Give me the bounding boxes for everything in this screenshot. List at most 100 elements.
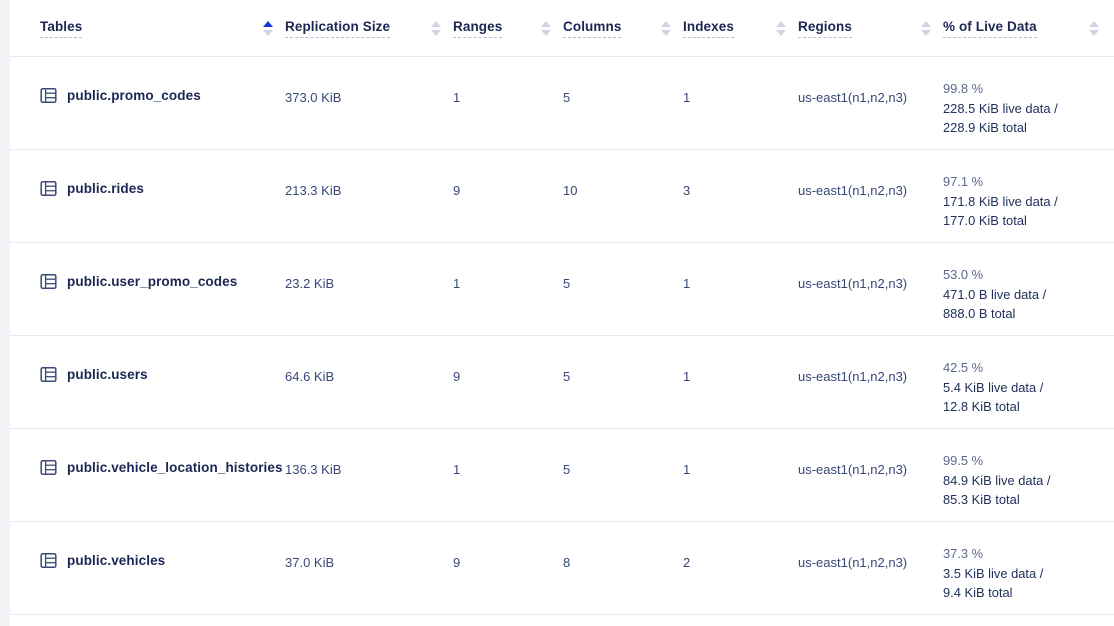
live-percent-value: 37.3 % [943, 546, 984, 561]
sort-arrows-icon-regions[interactable] [921, 20, 931, 36]
caret-up-icon [1089, 21, 1099, 27]
column-header-live-data-label[interactable]: % of Live Data [943, 20, 1037, 38]
cell-table-name: public.promo_codes [10, 79, 285, 104]
caret-down-icon [921, 30, 931, 36]
live-percent-value: 53.0 % [943, 267, 984, 282]
live-data-line2: 177.0 KiB total [943, 213, 1027, 228]
table-name-label[interactable]: public.rides [67, 181, 144, 196]
column-header-tables[interactable]: Tables [10, 20, 285, 38]
sort-arrows-icon-indexes[interactable] [776, 20, 786, 36]
cell-indexes: 1 [683, 79, 798, 105]
indexes-value: 2 [683, 555, 691, 570]
table-icon [40, 552, 57, 569]
column-header-indexes-label[interactable]: Indexes [683, 20, 734, 38]
sort-arrows-icon-replication-size[interactable] [431, 20, 441, 36]
regions-value: us-east1(n1,n2,n3) [798, 90, 908, 105]
column-header-ranges-label[interactable]: Ranges [453, 20, 503, 38]
cell-ranges: 1 [453, 79, 563, 105]
live-data-line2: 228.9 KiB total [943, 120, 1027, 135]
column-header-live-data[interactable]: % of Live Data [943, 20, 1103, 38]
column-header-columns[interactable]: Columns [563, 20, 683, 38]
table-link[interactable]: public.users [40, 366, 273, 383]
table-row[interactable]: public.vehicles 37.0 KiB 9 8 2 us-east1(… [10, 522, 1114, 615]
table-link[interactable]: public.promo_codes [40, 87, 273, 104]
column-header-regions-label[interactable]: Regions [798, 20, 852, 38]
live-data-line1: 228.5 KiB live data / [943, 100, 1058, 116]
cell-table-name: public.vehicles [10, 544, 285, 569]
sort-arrows-icon-tables[interactable] [263, 20, 273, 36]
caret-down-icon [1089, 30, 1099, 36]
ranges-value: 1 [453, 90, 461, 105]
cell-replication-size: 23.2 KiB [285, 265, 453, 292]
table-row[interactable]: public.users 64.6 KiB 9 5 1 us-east1(n1,… [10, 336, 1114, 429]
table-icon [40, 180, 57, 197]
live-data-line1: 84.9 KiB live data / [943, 472, 1051, 488]
live-percent-value: 42.5 % [943, 360, 984, 375]
replication-size-value: 373.0 KiB [285, 90, 342, 105]
replication-size-value: 23.2 KiB [285, 276, 335, 291]
cell-ranges: 9 [453, 358, 563, 384]
cell-regions: us-east1(n1,n2,n3) [798, 358, 943, 385]
live-data-line1: 3.5 KiB live data / [943, 565, 1044, 581]
cell-indexes: 1 [683, 358, 798, 384]
columns-value: 10 [563, 183, 578, 198]
columns-value: 5 [563, 462, 571, 477]
live-data-line1: 171.8 KiB live data / [943, 193, 1058, 209]
cell-ranges: 1 [453, 451, 563, 477]
table-row[interactable]: public.rides 213.3 KiB 9 10 3 us-east1(n… [10, 150, 1114, 243]
sort-arrows-icon-live-data[interactable] [1089, 20, 1099, 36]
cell-live-data: 97.1 % 171.8 KiB live data / 177.0 KiB t… [943, 172, 1103, 231]
caret-up-icon [921, 21, 931, 27]
table-row[interactable]: public.user_promo_codes 23.2 KiB 1 5 1 u… [10, 243, 1114, 336]
table-name-label[interactable]: public.users [67, 367, 148, 382]
column-header-replication-size-label[interactable]: Replication Size [285, 20, 391, 38]
table-name-label[interactable]: public.user_promo_codes [67, 274, 238, 289]
column-header-tables-label[interactable]: Tables [40, 20, 83, 38]
cell-columns: 5 [563, 451, 683, 477]
cell-replication-size: 136.3 KiB [285, 451, 453, 478]
column-header-indexes[interactable]: Indexes [683, 20, 798, 38]
live-data-block: 42.5 % 5.4 KiB live data / 12.8 KiB tota… [943, 358, 1099, 417]
table-body: public.promo_codes 373.0 KiB 1 5 1 us-ea… [10, 57, 1114, 626]
indexes-value: 3 [683, 183, 691, 198]
column-header-columns-label[interactable]: Columns [563, 20, 622, 38]
live-data-block: 53.0 % 471.0 B live data / 888.0 B total [943, 265, 1099, 324]
table-icon [40, 459, 57, 476]
column-header-ranges[interactable]: Ranges [453, 20, 563, 38]
cell-ranges: 9 [453, 544, 563, 570]
table-link[interactable]: public.rides [40, 180, 273, 197]
live-data-line2: 85.3 KiB total [943, 492, 1020, 507]
column-header-replication-size[interactable]: Replication Size [285, 20, 453, 38]
indexes-value: 1 [683, 462, 691, 477]
cell-indexes: 1 [683, 451, 798, 477]
cell-columns: 10 [563, 172, 683, 198]
table-link[interactable]: public.user_promo_codes [40, 273, 273, 290]
sort-arrows-icon-ranges[interactable] [541, 20, 551, 36]
table-name-label[interactable]: public.vehicle_location_histories [67, 460, 283, 475]
live-data-block: 99.5 % 84.9 KiB live data / 85.3 KiB tot… [943, 451, 1099, 510]
table-link[interactable]: public.vehicle_location_histories [40, 459, 283, 476]
cell-table-name: public.user_promo_codes [10, 265, 285, 290]
table-name-label[interactable]: public.vehicles [67, 553, 166, 568]
table-link[interactable]: public.vehicles [40, 552, 273, 569]
cell-regions: us-east1(n1,n2,n3) [798, 172, 943, 199]
live-data-line2: 9.4 KiB total [943, 585, 1013, 600]
table-row-partial[interactable] [10, 615, 1114, 626]
ranges-value: 1 [453, 276, 461, 291]
cell-columns: 5 [563, 79, 683, 105]
cell-table-name: public.rides [10, 172, 285, 197]
live-data-line1: 471.0 B live data / [943, 286, 1047, 302]
sort-arrows-icon-columns[interactable] [661, 20, 671, 36]
table-row[interactable]: public.promo_codes 373.0 KiB 1 5 1 us-ea… [10, 57, 1114, 150]
cell-table-name: public.users [10, 358, 285, 383]
columns-value: 5 [563, 276, 571, 291]
regions-value: us-east1(n1,n2,n3) [798, 276, 908, 291]
cell-regions: us-east1(n1,n2,n3) [798, 544, 943, 571]
caret-up-icon [263, 21, 273, 27]
table-row[interactable]: public.vehicle_location_histories 136.3 … [10, 429, 1114, 522]
column-header-regions[interactable]: Regions [798, 20, 943, 38]
table-name-label[interactable]: public.promo_codes [67, 88, 201, 103]
caret-down-icon [541, 30, 551, 36]
caret-down-icon [661, 30, 671, 36]
